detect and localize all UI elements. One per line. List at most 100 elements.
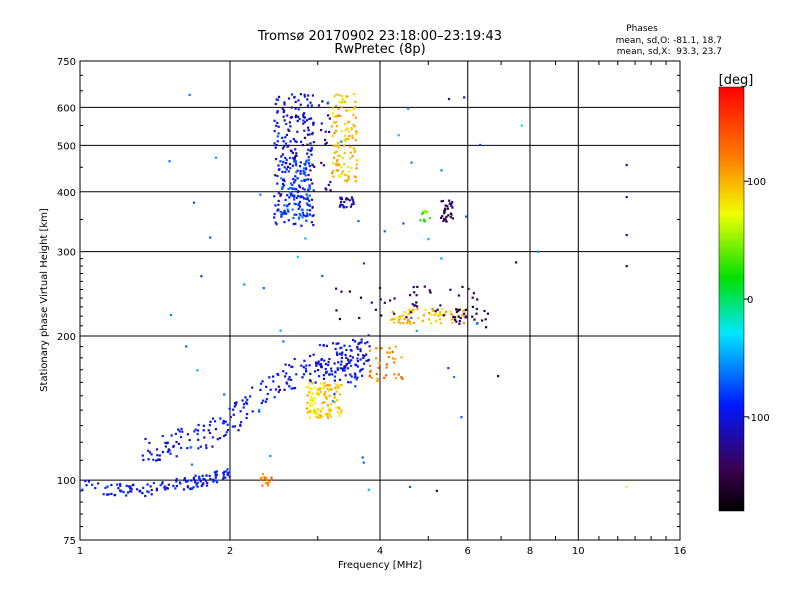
- data-point: [273, 396, 276, 399]
- data-point: [130, 487, 133, 490]
- data-point: [409, 322, 412, 325]
- data-point: [368, 364, 372, 367]
- data-point: [333, 156, 336, 159]
- data-point: [193, 478, 196, 481]
- data-point: [340, 140, 343, 143]
- data-point: [283, 101, 286, 104]
- data-point: [317, 369, 320, 372]
- data-point: [386, 351, 389, 354]
- data-point: [268, 480, 271, 483]
- data-point: [306, 98, 309, 101]
- data-point: [445, 215, 448, 218]
- data-point: [355, 163, 358, 166]
- data-point: [266, 484, 270, 487]
- data-point: [327, 101, 330, 104]
- data-point: [325, 188, 328, 191]
- data-point: [303, 359, 306, 362]
- data-point: [313, 396, 316, 400]
- data-point: [361, 456, 364, 459]
- data-point: [197, 423, 200, 427]
- data-point: [224, 433, 227, 436]
- data-point: [293, 387, 297, 390]
- data-point: [340, 290, 343, 293]
- data-point: [471, 296, 474, 299]
- data-point: [366, 341, 369, 344]
- data-point: [353, 372, 357, 375]
- data-point: [471, 315, 474, 318]
- data-point: [269, 388, 272, 391]
- data-point: [197, 438, 200, 441]
- data-point: [91, 483, 94, 486]
- data-point: [339, 196, 342, 199]
- data-point: [308, 410, 311, 413]
- x-tick-label: 10: [572, 546, 585, 557]
- data-point: [302, 169, 305, 173]
- data-point: [307, 156, 310, 159]
- data-point: [399, 316, 402, 320]
- data-point: [168, 160, 171, 163]
- data-point: [215, 470, 218, 473]
- data-point: [214, 473, 217, 476]
- data-point: [407, 318, 410, 321]
- data-point: [195, 483, 198, 487]
- data-point: [265, 385, 268, 388]
- data-point: [350, 127, 353, 130]
- data-point: [428, 312, 431, 315]
- data-point: [260, 382, 263, 385]
- data-point: [190, 446, 193, 449]
- data-point: [322, 377, 326, 380]
- data-point: [226, 429, 230, 432]
- data-point: [287, 187, 290, 190]
- data-point: [350, 128, 353, 131]
- data-point: [241, 399, 244, 402]
- data-point: [309, 142, 312, 145]
- data-point: [202, 482, 205, 485]
- data-point: [313, 402, 316, 405]
- data-point: [325, 397, 328, 400]
- data-point: [353, 376, 356, 379]
- data-point: [430, 322, 433, 325]
- data-point: [457, 315, 460, 318]
- data-point: [239, 424, 242, 427]
- data-point: [318, 388, 321, 391]
- data-point: [333, 401, 336, 404]
- data-point: [340, 201, 343, 204]
- data-point: [410, 316, 413, 320]
- data-point: [393, 317, 396, 320]
- data-point: [310, 146, 313, 150]
- data-point: [156, 454, 159, 457]
- data-point: [317, 360, 320, 363]
- data-point: [462, 322, 465, 325]
- data-point: [117, 487, 120, 490]
- data-point: [385, 366, 388, 369]
- data-point: [306, 411, 310, 414]
- data-point: [416, 305, 419, 308]
- data-point: [312, 224, 315, 227]
- data-point: [314, 381, 317, 384]
- data-point: [287, 378, 290, 381]
- data-point: [141, 454, 144, 457]
- data-point: [362, 356, 365, 359]
- data-point: [428, 289, 431, 292]
- data-point: [421, 213, 424, 216]
- data-point: [332, 162, 335, 165]
- data-point: [310, 402, 313, 405]
- data-point: [290, 192, 293, 195]
- data-point: [310, 387, 313, 391]
- data-point: [391, 350, 394, 353]
- data-point: [294, 222, 297, 225]
- data-point: [180, 427, 183, 430]
- data-point: [340, 101, 343, 104]
- data-point: [329, 189, 332, 192]
- data-point: [342, 98, 345, 101]
- data-point: [285, 161, 288, 165]
- data-point: [306, 104, 310, 107]
- data-point: [464, 316, 467, 319]
- data-point: [359, 368, 362, 371]
- x-tick-label: 16: [674, 546, 687, 557]
- data-point: [475, 312, 478, 315]
- axis-ticks: 1 2 4 6 8 10 16 75 100 200 300 400 500 600 750: [57, 57, 686, 557]
- data-point: [459, 317, 462, 320]
- data-point: [348, 170, 351, 173]
